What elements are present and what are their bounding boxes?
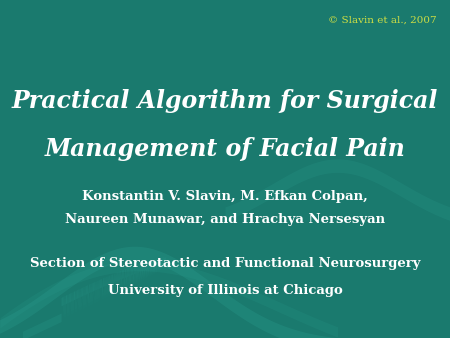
Text: Naureen Munawar, and Hrachya Nersesyan: Naureen Munawar, and Hrachya Nersesyan xyxy=(65,213,385,226)
Text: Section of Stereotactic and Functional Neurosurgery: Section of Stereotactic and Functional N… xyxy=(30,257,420,270)
Text: Practical Algorithm for Surgical: Practical Algorithm for Surgical xyxy=(12,89,438,114)
Text: University of Illinois at Chicago: University of Illinois at Chicago xyxy=(108,284,342,297)
Text: © Slavin et al., 2007: © Slavin et al., 2007 xyxy=(328,15,436,24)
Text: Konstantin V. Slavin, M. Efkan Colpan,: Konstantin V. Slavin, M. Efkan Colpan, xyxy=(82,190,368,202)
Text: Management of Facial Pain: Management of Facial Pain xyxy=(45,137,405,161)
